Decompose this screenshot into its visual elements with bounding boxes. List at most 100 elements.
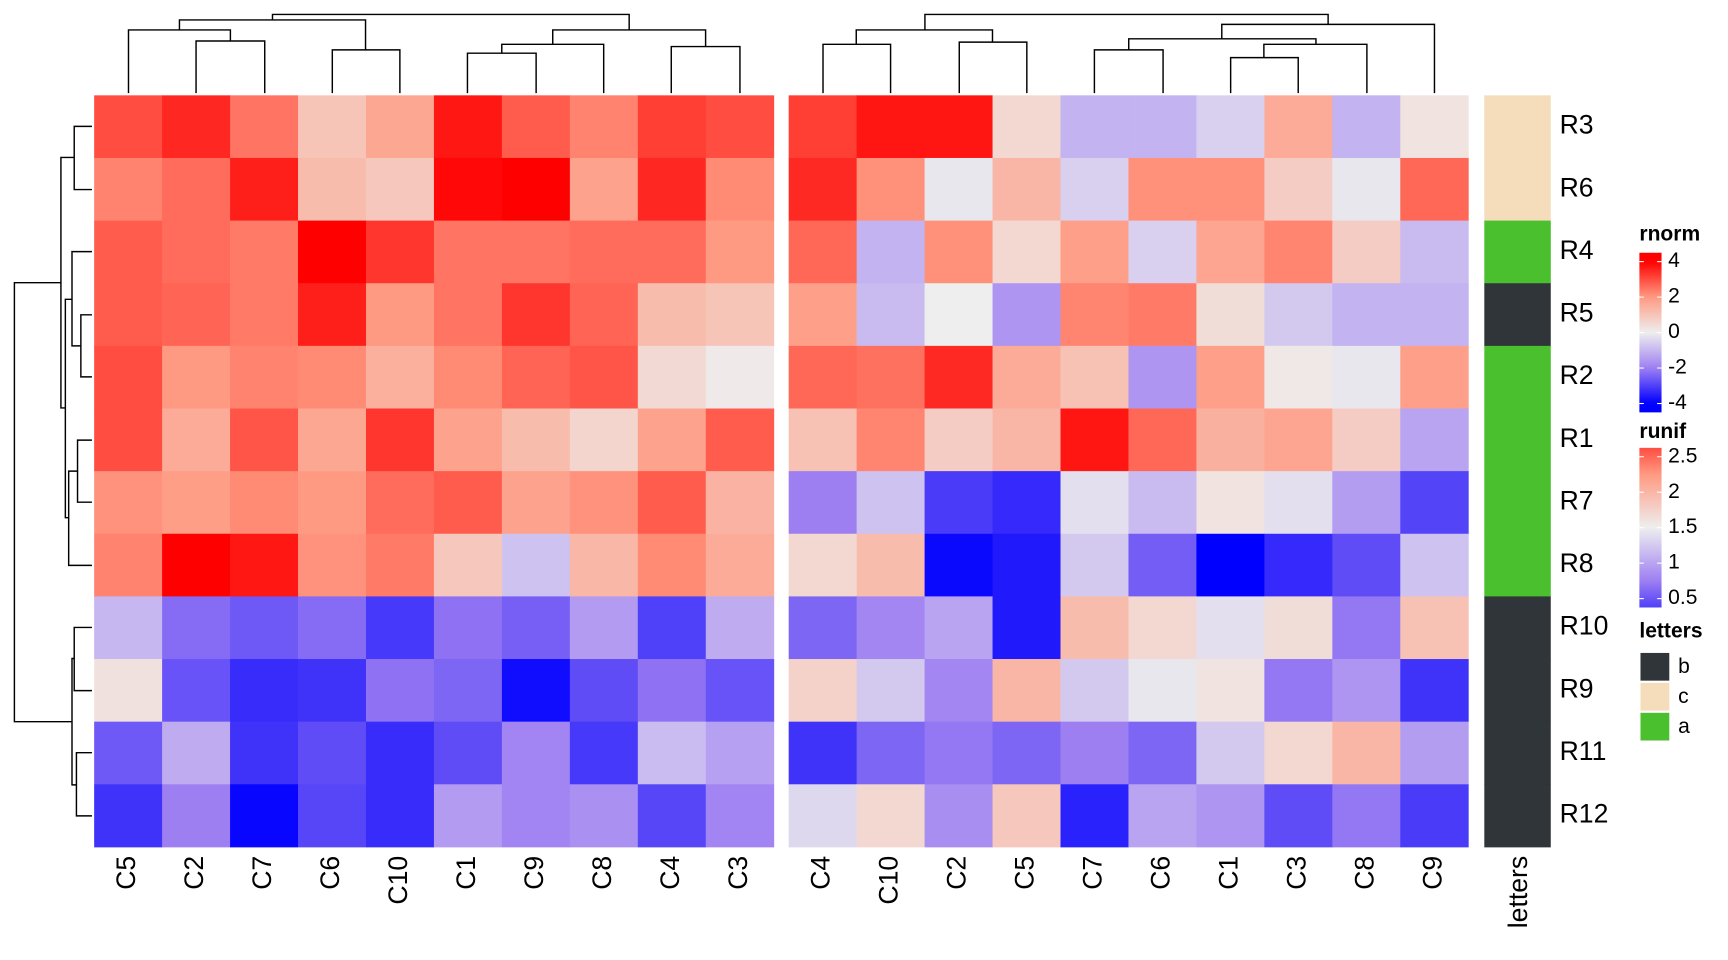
heatmap-cell [637, 408, 707, 472]
heatmap-cell [1196, 220, 1265, 284]
annotation-cell [1484, 408, 1551, 472]
heatmap-cell [162, 721, 231, 785]
heatmap-cell [230, 659, 299, 723]
heatmap-cell [705, 659, 775, 723]
heatmap-cell [162, 659, 231, 723]
heatmap-cell [856, 157, 926, 222]
heatmap-cell [94, 659, 163, 723]
row-label: R7 [1560, 485, 1594, 515]
annotation-cell [1484, 345, 1551, 409]
heatmap-cell [298, 784, 367, 848]
heatmap-cell [924, 471, 993, 535]
column-label: C5 [111, 856, 141, 890]
heatmap-cell [924, 533, 993, 597]
heatmap-cell [1060, 596, 1129, 660]
heatmap-cell [637, 784, 707, 848]
heatmap-cell [1196, 345, 1265, 409]
heatmap-cell [94, 471, 163, 535]
heatmap-cell [1332, 283, 1401, 347]
heatmap-cell [569, 408, 639, 472]
row-label: R9 [1560, 673, 1594, 703]
heatmap-cell [1332, 157, 1401, 222]
column-label: C7 [247, 856, 277, 890]
heatmap-cell [230, 220, 299, 284]
heatmap-cell [94, 533, 163, 597]
heatmap-cell [1128, 220, 1197, 284]
heatmap-cell [705, 408, 775, 472]
heatmap-cell [1332, 721, 1401, 785]
legend-tick-label: -4 [1668, 391, 1687, 414]
heatmap-cell [162, 157, 231, 222]
annotation-cell [1484, 784, 1551, 848]
heatmap-cell [856, 721, 926, 785]
heatmap-cell [1128, 784, 1197, 848]
heatmap-cell [433, 408, 503, 472]
heatmap-cell [705, 157, 775, 222]
column-label: C9 [519, 856, 549, 890]
row-label: R8 [1560, 548, 1594, 578]
heatmap-cell [924, 721, 993, 785]
heatmap-cell [1400, 659, 1469, 723]
heatmap-cell [1060, 95, 1129, 159]
heatmap-cell [1264, 408, 1333, 472]
heatmap-cell [1264, 220, 1333, 284]
heatmap-cell [230, 471, 299, 535]
heatmap-cell [298, 533, 367, 597]
heatmap-cell [162, 345, 231, 409]
heatmap-cell [788, 533, 858, 597]
column-label: C2 [942, 856, 972, 890]
heatmap-cell [1332, 784, 1401, 848]
column-label: C1 [1213, 856, 1243, 890]
heatmap-cell [433, 95, 503, 159]
heatmap-cell [1196, 283, 1265, 347]
heatmap-cell [365, 95, 435, 159]
column-dendrogram [127, 13, 741, 94]
heatmap-cell [1264, 659, 1333, 723]
heatmap-cell [433, 721, 503, 785]
heatmap-cell [788, 345, 858, 409]
legend-tick-label: 0.5 [1668, 586, 1697, 609]
heatmap-cell [637, 596, 707, 660]
heatmap-cell [1128, 345, 1197, 409]
heatmap-cell [788, 471, 858, 535]
heatmap-cell [992, 95, 1061, 159]
heatmap-cell [1264, 721, 1333, 785]
legend-tick-label: 2 [1668, 480, 1680, 503]
heatmap-cell [705, 345, 775, 409]
heatmap-cell [298, 408, 367, 472]
heatmap-cell [1128, 533, 1197, 597]
heatmap-cell [569, 721, 639, 785]
heatmap-cell [298, 157, 367, 222]
heatmap-cell [1332, 345, 1401, 409]
heatmap-cell [637, 345, 707, 409]
column-label: C7 [1078, 856, 1108, 890]
heatmap-cell [924, 220, 993, 284]
heatmap-cell [856, 408, 926, 472]
heatmap-cell [1264, 784, 1333, 848]
heatmap-cell [992, 533, 1061, 597]
heatmap-cell [1332, 596, 1401, 660]
heatmap-cell [1196, 157, 1265, 222]
heatmap-cell [501, 659, 571, 723]
heatmap-cell [856, 283, 926, 347]
heatmap-cell [992, 220, 1061, 284]
heatmap-cell [230, 408, 299, 472]
heatmap-cell [992, 471, 1061, 535]
heatmap-cell [433, 345, 503, 409]
heatmap-cell [1196, 533, 1265, 597]
heatmap-cell [94, 784, 163, 848]
annotation-label: letters [1503, 856, 1533, 928]
heatmap-cell [1196, 471, 1265, 535]
heatmap-cell [569, 596, 639, 660]
column-label: C10 [874, 856, 904, 905]
heatmap-cell [788, 283, 858, 347]
heatmap-cell [94, 345, 163, 409]
heatmap-cell [1128, 659, 1197, 723]
heatmap-cell [94, 408, 163, 472]
heatmap-cell [162, 283, 231, 347]
heatmap-cell [924, 283, 993, 347]
heatmap-cell [992, 408, 1061, 472]
heatmap-cell [788, 784, 858, 848]
heatmap-cell [1128, 95, 1197, 159]
heatmap-cell [433, 784, 503, 848]
